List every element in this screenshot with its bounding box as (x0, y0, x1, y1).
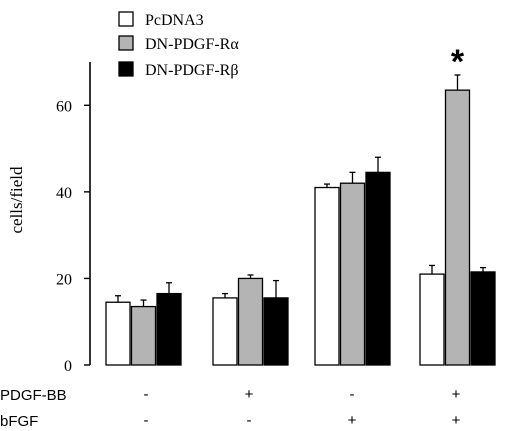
bar (263, 297, 289, 366)
condition-value: - (144, 412, 149, 429)
legend: PcDNA3 DN-PDGF-Rα DN-PDGF-Rβ (118, 11, 239, 79)
bar (130, 305, 157, 366)
annotations: * (451, 43, 465, 81)
bar-group (105, 282, 182, 366)
legend-swatch (118, 35, 134, 51)
y-tick-label: 0 (64, 358, 72, 375)
bar (105, 301, 131, 366)
legend-swatch (118, 61, 134, 77)
y-axis: 0 20 40 60 (56, 62, 91, 375)
y-tick-label: 20 (56, 271, 72, 288)
bar (237, 277, 264, 366)
condition-value: + (348, 412, 357, 429)
bar (314, 186, 340, 366)
bar (470, 271, 496, 366)
significance-asterisk: * (451, 43, 465, 81)
legend-item: DN-PDGF-Rβ (118, 61, 238, 79)
condition-value: + (452, 412, 461, 429)
condition-value: - (350, 386, 355, 403)
bar (444, 89, 471, 366)
condition-label: PDGF-BB (0, 387, 67, 404)
legend-item: DN-PDGF-Rα (118, 35, 239, 53)
y-axis-label: cells/field (7, 166, 26, 234)
condition-label: bFGF (0, 413, 38, 430)
y-tick-label: 60 (56, 98, 72, 115)
condition-value: - (144, 386, 149, 403)
condition-row: PDGF-BB - + - + (0, 386, 461, 404)
bar-group (314, 156, 391, 366)
bar (339, 182, 366, 366)
bar (365, 171, 391, 366)
bar (156, 292, 182, 366)
condition-value: + (452, 386, 461, 403)
bar-group (419, 74, 496, 366)
condition-row: bFGF - - + + (0, 412, 461, 430)
condition-value: + (245, 386, 254, 403)
legend-label: DN-PDGF-Rα (145, 36, 239, 53)
legend-label: PcDNA3 (145, 12, 204, 29)
condition-value: - (247, 412, 252, 429)
condition-table: PDGF-BB - + - + bFGF - - + + (0, 386, 461, 430)
bar (419, 273, 445, 366)
bar-group (212, 274, 289, 366)
legend-swatch (118, 11, 134, 27)
bar-groups (105, 74, 496, 366)
y-tick-label: 40 (56, 185, 72, 202)
legend-item: PcDNA3 (118, 11, 204, 29)
bar (212, 297, 238, 366)
legend-label: DN-PDGF-Rβ (145, 62, 238, 79)
